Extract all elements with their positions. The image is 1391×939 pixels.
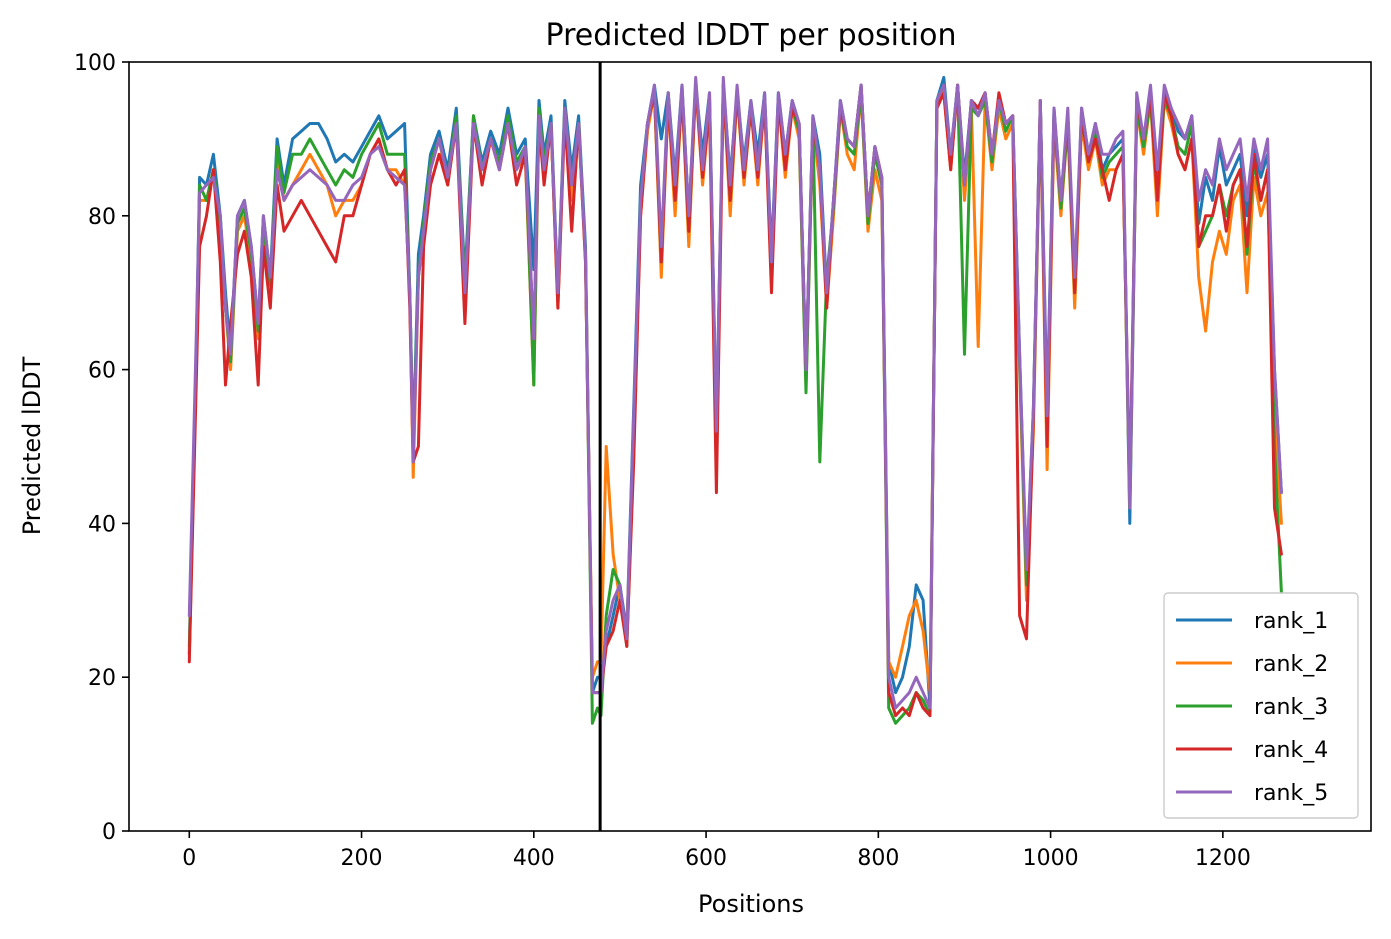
x-tick-label: 400 [513,846,555,871]
legend-label-rank-3: rank_3 [1254,695,1328,720]
chart-title: Predicted lDDT per position [546,18,957,53]
x-tick-label: 600 [685,846,727,871]
legend-label-rank-2: rank_2 [1254,652,1328,677]
y-tick-label: 60 [88,359,116,384]
series-line-rank-4 [187,83,1283,718]
y-tick-label: 0 [102,820,116,845]
legend-box [1163,592,1359,819]
y-tick-label: 80 [88,205,116,230]
x-tick-label: 0 [182,846,196,871]
legend-label-rank-5: rank_5 [1254,781,1328,806]
x-axis: 0 200 400 600 800 1000 1200 [182,831,1251,871]
x-tick-label: 200 [341,846,383,871]
x-tick-label: 800 [857,846,899,871]
series-line-rank-5 [187,75,1283,710]
y-tick-label: 40 [88,512,116,537]
x-axis-label: Positions [698,890,804,918]
legend-label-rank-1: rank_1 [1254,609,1328,634]
y-axis: 0 20 40 60 80 100 [74,51,129,845]
x-tick-label: 1200 [1195,846,1251,871]
plot-frame [128,61,1372,832]
y-tick-label: 20 [88,666,116,691]
y-tick-label: 100 [74,51,116,76]
y-axis-label: Predicted lDDT [18,356,46,535]
legend: rank_1 rank_2 rank_3 rank_4 rank_5 [1163,592,1359,819]
series-layer [187,75,1283,725]
x-tick-label: 1000 [1023,846,1079,871]
legend-label-rank-4: rank_4 [1254,738,1328,763]
